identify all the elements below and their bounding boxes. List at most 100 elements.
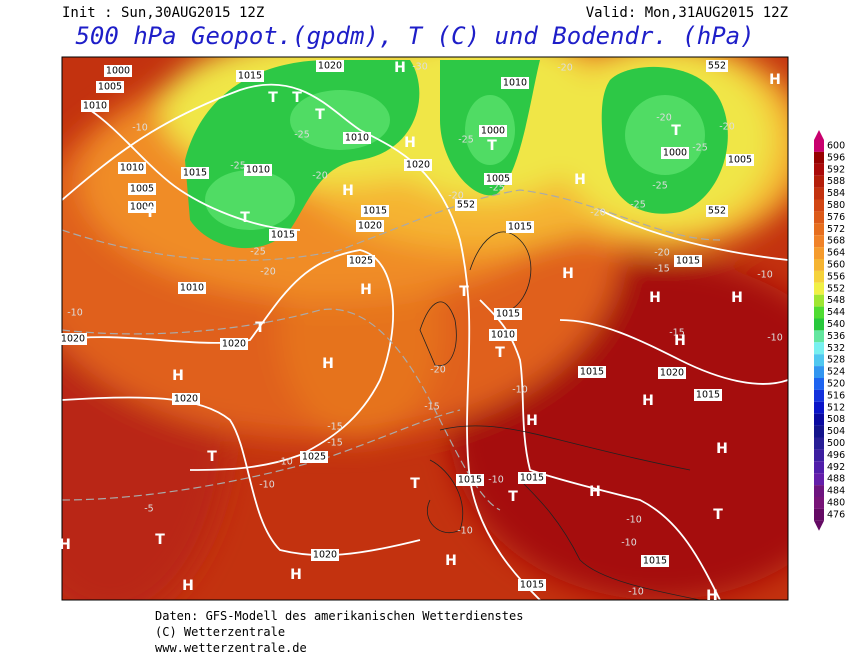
- isobar-label: 1015: [580, 367, 604, 378]
- color-bar-label: 592: [827, 164, 845, 175]
- color-bar-swatch: [814, 473, 824, 486]
- isobar-label: 1010: [83, 101, 107, 112]
- color-bar: 6005965925885845805765725685645605565525…: [814, 130, 845, 531]
- color-bar-label: 580: [827, 200, 845, 211]
- color-bar-swatch: [814, 294, 824, 307]
- temperature-label: -15: [669, 328, 685, 339]
- color-bar-label: 516: [827, 390, 845, 401]
- color-bar-label: 552: [827, 283, 845, 294]
- isobar-label: 1020: [222, 339, 246, 350]
- isobar-label-box: [172, 393, 200, 405]
- footer-copyright: (C) Wetterzentrale: [155, 625, 285, 639]
- isobar-label-box: [178, 282, 206, 294]
- color-bar-label: 600: [827, 140, 845, 151]
- isobar-label-box: [104, 65, 132, 77]
- isobar-label-box: [641, 555, 669, 567]
- pressure-center: H: [394, 60, 406, 76]
- isobar-label-box: [455, 199, 477, 211]
- color-bar-label: 584: [827, 188, 845, 199]
- color-bar-label: 564: [827, 248, 845, 259]
- isobar-label-box: [311, 549, 339, 561]
- pressure-center: T: [495, 345, 505, 361]
- pressure-center: H: [716, 441, 728, 457]
- color-bar-label: 572: [827, 224, 845, 235]
- footer-source: Daten: GFS-Modell des amerikanischen Wet…: [155, 609, 523, 623]
- temperature-label: -15: [327, 438, 343, 449]
- isobar-label-box: [81, 100, 109, 112]
- temperature-label: -10: [767, 333, 783, 344]
- isobar-label-box: [456, 474, 484, 486]
- color-bar-swatch: [814, 140, 824, 152]
- color-bar-swatch: [814, 342, 824, 355]
- isobar-label-box: [578, 366, 606, 378]
- color-bar-label: 484: [827, 486, 845, 497]
- isobar-label-box: [220, 338, 248, 350]
- color-bar-swatch: [814, 425, 824, 438]
- temperature-label: -10: [67, 308, 83, 319]
- color-bar-label: 536: [827, 331, 845, 342]
- temperature-label: -10: [628, 587, 644, 598]
- color-bar-swatch: [814, 247, 824, 259]
- pressure-center: H: [182, 578, 194, 594]
- isobar-label-box: [518, 472, 546, 484]
- map-frame: [61, 56, 789, 601]
- temperature-label: -10: [277, 457, 293, 468]
- isobar-label: 1020: [61, 334, 85, 345]
- pressure-center: T: [145, 205, 155, 221]
- isobar-label-box: [726, 154, 754, 166]
- isobar-label-box: [316, 60, 344, 72]
- isobar-label: 1005: [98, 82, 122, 93]
- color-bar-label: 568: [827, 236, 845, 247]
- temperature-label: -10: [457, 526, 473, 537]
- color-bar-swatch: [814, 508, 824, 521]
- temperature-label: -20: [557, 63, 573, 74]
- color-bar-swatch: [814, 223, 824, 236]
- temperature-label: -20: [260, 267, 276, 278]
- pressure-center: T: [240, 210, 250, 226]
- isobar-label: 1015: [496, 309, 520, 320]
- isobar-label-box: [674, 255, 702, 267]
- pressure-center: T: [713, 507, 723, 523]
- color-bar-label: 512: [827, 402, 845, 413]
- color-bar-label: 496: [827, 450, 845, 461]
- isobar-label-box: [694, 389, 722, 401]
- pressure-center: H: [562, 266, 574, 282]
- color-bar-swatch: [814, 389, 824, 402]
- isobar-label: 1000: [130, 202, 154, 213]
- map-field: [62, 57, 788, 600]
- temperature-label: -10: [259, 480, 275, 491]
- isobar-label: 1000: [663, 148, 687, 159]
- color-bar-swatch: [814, 378, 824, 390]
- isobar-label: 1010: [246, 165, 270, 176]
- color-bar-swatch: [814, 354, 824, 367]
- color-bar-swatch: [814, 211, 824, 224]
- color-bar-top-arrow: [814, 130, 824, 140]
- isobar-label-box: [658, 367, 686, 379]
- isobar-label-box: [128, 183, 156, 195]
- pressure-center: T: [315, 107, 325, 123]
- color-bar-label: 492: [827, 462, 845, 473]
- isobar-label: 1010: [491, 330, 515, 341]
- isobar-label: 1025: [302, 452, 326, 463]
- isobar-label: 1005: [130, 184, 154, 195]
- color-bar-label: 520: [827, 378, 845, 389]
- isobar-label: 1020: [406, 160, 430, 171]
- pressure-center: H: [649, 290, 661, 306]
- pressure-center: H: [290, 567, 302, 583]
- color-bar-label: 476: [827, 509, 845, 520]
- color-bar-label: 588: [827, 176, 845, 187]
- color-bar-swatch: [814, 318, 824, 331]
- color-bar-label: 504: [827, 426, 845, 437]
- color-bar-swatch: [814, 259, 824, 271]
- pressure-center: H: [59, 537, 71, 553]
- pressure-center: H: [526, 413, 538, 429]
- isobar-label: 1015: [520, 580, 544, 591]
- temperature-label: -25: [489, 183, 505, 194]
- isobar-label-box: [404, 159, 432, 171]
- temperature-label: -20: [312, 171, 328, 182]
- pressure-center: H: [322, 356, 334, 372]
- pressure-center: H: [642, 393, 654, 409]
- color-bar-label: 596: [827, 152, 845, 163]
- pressure-center: T: [410, 476, 420, 492]
- pressure-center: H: [342, 183, 354, 199]
